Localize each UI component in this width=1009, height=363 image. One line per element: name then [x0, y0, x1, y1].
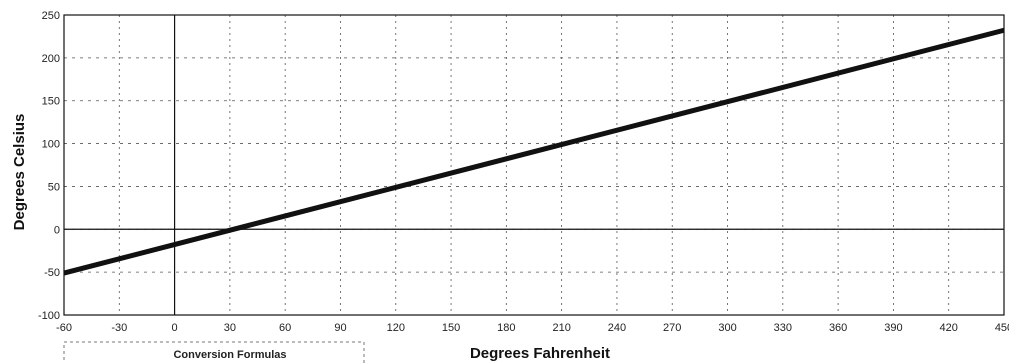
- y-tick-label: 100: [42, 139, 60, 151]
- x-tick-label: 270: [663, 322, 681, 334]
- x-tick-label: 0: [172, 322, 178, 334]
- series-layer: [63, 27, 1005, 276]
- x-tick-label: -60: [56, 322, 72, 334]
- y-tick-label: 200: [42, 53, 60, 65]
- grid: [64, 15, 1004, 315]
- y-axis-label: Degrees Celsius: [11, 114, 28, 231]
- plot-frame: [63, 14, 1005, 316]
- x-tick-label: 150: [442, 322, 460, 334]
- conversion-formulas-title: Conversion Formulas: [173, 349, 286, 361]
- y-tick-label: -100: [38, 310, 60, 322]
- x-tick-label: 210: [552, 322, 570, 334]
- conversion-formulas-frame: [63, 341, 365, 363]
- y-tick-label: -50: [44, 267, 60, 279]
- x-tick-label: 450: [995, 322, 1009, 334]
- x-tick-label: 360: [829, 322, 847, 334]
- x-axis-label: Degrees Fahrenheit: [470, 345, 610, 362]
- y-tick-label: 0: [54, 224, 60, 236]
- x-tick-label: 180: [497, 322, 515, 334]
- x-tick-label: 30: [224, 322, 236, 334]
- conversion-formulas-box: Conversion Formulas: [63, 341, 365, 363]
- x-tick-label: 120: [387, 322, 405, 334]
- x-tick-label: 90: [334, 322, 346, 334]
- y-tick-label: 50: [48, 181, 60, 193]
- x-tick-label: 390: [884, 322, 902, 334]
- x-tick-label: 300: [718, 322, 736, 334]
- x-tick-label: 240: [608, 322, 626, 334]
- x-tick-label: 60: [279, 322, 291, 334]
- y-tick-label: 150: [42, 96, 60, 108]
- y-tick-label: 250: [42, 10, 60, 22]
- x-tick-label: 330: [774, 322, 792, 334]
- series-line: [63, 27, 1005, 276]
- x-tick-label: -30: [111, 322, 127, 334]
- axes: [63, 14, 1005, 316]
- tick-labels: -60 -30 0 30 60 90 120 150 180 210 240 270 300 330 360…: [38, 10, 1009, 334]
- x-tick-label: 420: [940, 322, 958, 334]
